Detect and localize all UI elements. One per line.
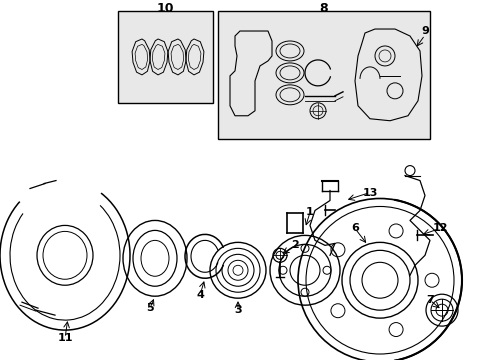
- Text: 5: 5: [146, 303, 154, 313]
- Text: 9: 9: [420, 26, 428, 36]
- Text: 13: 13: [362, 188, 377, 198]
- Text: 7: 7: [425, 295, 433, 305]
- Text: 8: 8: [319, 1, 327, 15]
- Bar: [118, 11, 213, 103]
- Text: 11: 11: [57, 333, 73, 343]
- Text: 6: 6: [350, 224, 358, 233]
- Bar: [218, 11, 429, 139]
- Text: 4: 4: [196, 290, 203, 300]
- Text: 1: 1: [305, 207, 313, 217]
- Text: 12: 12: [431, 224, 447, 233]
- Text: 3: 3: [234, 305, 242, 315]
- Text: 10: 10: [157, 1, 174, 15]
- Text: 2: 2: [290, 240, 298, 250]
